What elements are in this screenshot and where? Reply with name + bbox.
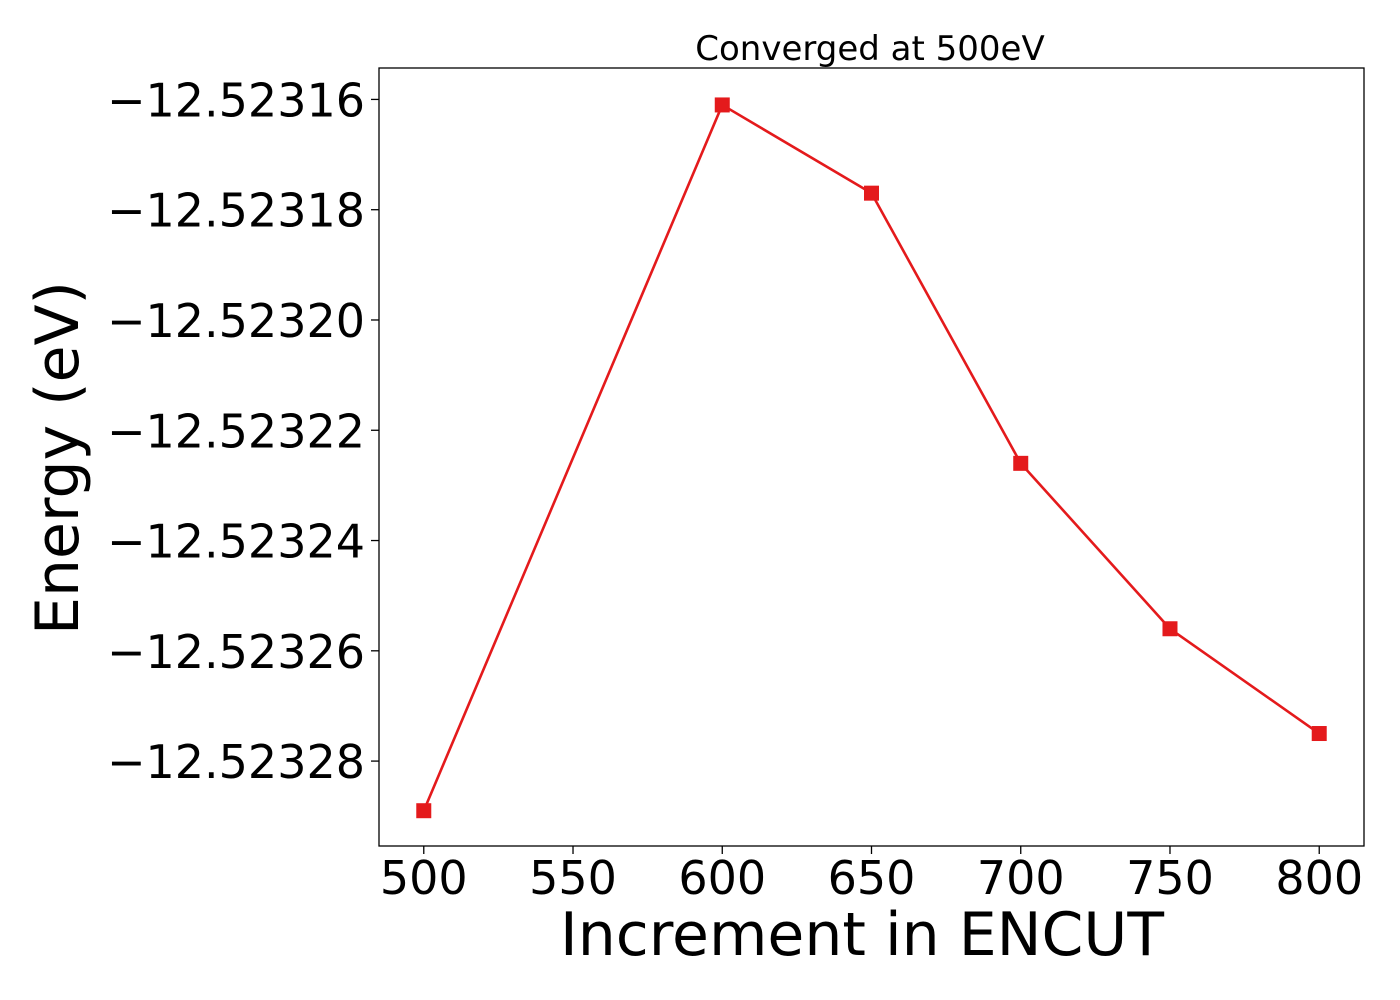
data-point-marker bbox=[714, 97, 730, 113]
y-tick-label: −12.52324 bbox=[107, 515, 365, 569]
y-tick-label: −12.52318 bbox=[107, 184, 365, 238]
data-point-marker bbox=[1311, 726, 1327, 742]
chart-title: Converged at 500eV bbox=[695, 29, 1044, 69]
data-point-marker bbox=[1162, 621, 1178, 637]
axis-ticks: 500 550 600 650 700 750 800 −12.52316 −12.52318 −… bbox=[107, 73, 1363, 905]
y-tick-label: −12.52328 bbox=[107, 735, 365, 789]
series-line bbox=[422, 103, 1320, 812]
x-tick-label: 750 bbox=[1126, 851, 1214, 905]
y-tick-label: −12.52320 bbox=[107, 294, 365, 348]
y-tick-label: −12.52326 bbox=[107, 625, 365, 679]
x-tick-label: 650 bbox=[828, 851, 916, 905]
plot-area bbox=[416, 97, 1327, 819]
data-point-marker bbox=[416, 803, 432, 819]
y-tick-label: −12.52322 bbox=[107, 404, 365, 458]
data-point-marker bbox=[1013, 455, 1029, 471]
data-point-marker bbox=[864, 185, 879, 201]
y-tick-label: −12.52316 bbox=[107, 73, 365, 127]
x-tick-label: 500 bbox=[380, 851, 468, 905]
x-tick-label: 700 bbox=[977, 851, 1065, 905]
x-tick-label: 800 bbox=[1275, 851, 1363, 905]
y-axis-title: Energy (eV) bbox=[23, 281, 93, 635]
x-axis-title: Increment in ENCUT bbox=[560, 900, 1164, 970]
x-tick-label: 550 bbox=[529, 851, 617, 905]
x-tick-label: 600 bbox=[678, 851, 766, 905]
